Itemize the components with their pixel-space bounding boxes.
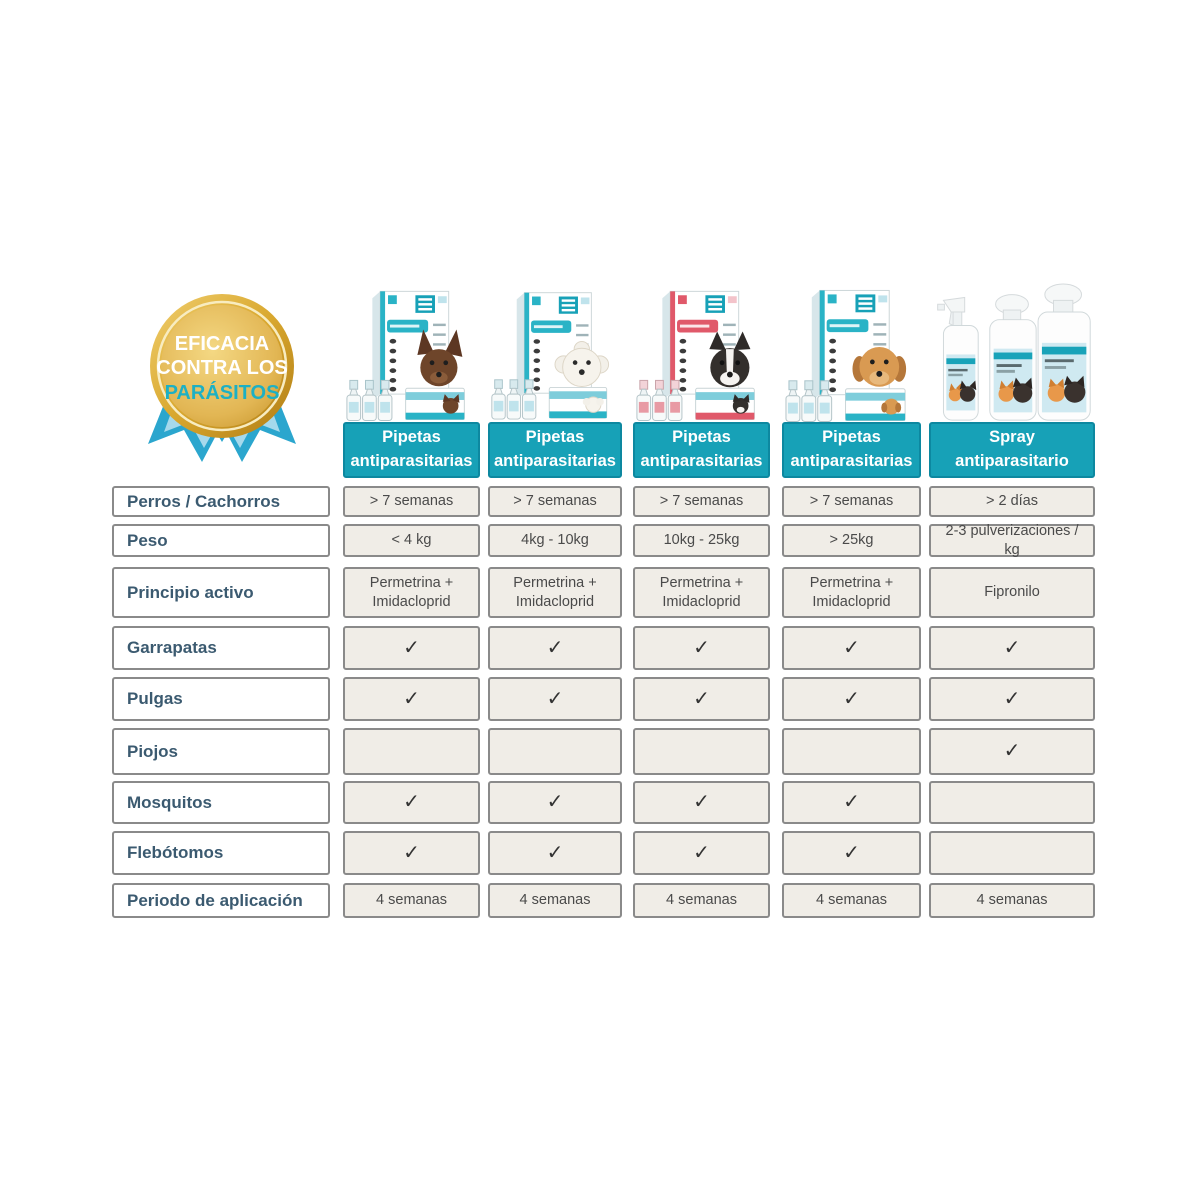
table-header-row: Pipetas antiparasitarias Pipetas antipar… (112, 422, 1095, 478)
product-image-pipetas-golden-retriever (782, 283, 921, 423)
table-row-periodo-aplicacion: Periodo de aplicación 4 semanas 4 semana… (112, 883, 1095, 918)
column-header-pipetas-4: Pipetas antiparasitarias (782, 422, 921, 478)
checkmark-cell: ✓ (488, 831, 622, 875)
row-label: Mosquitos (112, 781, 330, 824)
checkmark-cell: ✓ (929, 626, 1095, 670)
row-label: Peso (112, 524, 330, 557)
table-cell: Permetrina + Imidacloprid (343, 567, 480, 618)
column-header-pipetas-3: Pipetas antiparasitarias (633, 422, 770, 478)
table-cell: Permetrina + Imidacloprid (488, 567, 622, 618)
table-cell: > 25kg (782, 524, 921, 557)
badge-medal-icon (150, 294, 294, 438)
table-cell: 4 semanas (782, 883, 921, 918)
checkmark-cell: ✓ (929, 728, 1095, 775)
table-row-principio-activo: Principio activo Permetrina + Imidaclopr… (112, 567, 1095, 618)
table-cell: 4kg - 10kg (488, 524, 622, 557)
table-row-garrapatas: Garrapatas ✓ ✓ ✓ ✓ ✓ (112, 626, 1095, 670)
badge-line-1: EFICACIA (175, 333, 269, 355)
checkmark-cell: ✓ (782, 781, 921, 824)
checkmark-cell (929, 831, 1095, 875)
pipette-vials-icon (346, 379, 393, 422)
table-cell: Permetrina + Imidacloprid (782, 567, 921, 618)
table-row-pulgas: Pulgas ✓ ✓ ✓ ✓ ✓ (112, 677, 1095, 721)
column-header-spray: Spray antiparasitario (929, 422, 1095, 478)
row-label: Principio activo (112, 567, 330, 618)
pipette-box-chihuahua-icon (346, 290, 465, 422)
spray-bottles-icon (937, 283, 1091, 421)
table-row-peso: Peso < 4 kg 4kg - 10kg 10kg - 25kg > 25k… (112, 523, 1095, 558)
checkmark-cell: ✓ (633, 677, 770, 721)
row-label: Garrapatas (112, 626, 330, 670)
checkmark-cell: ✓ (782, 831, 921, 875)
checkmark-cell: ✓ (633, 781, 770, 824)
checkmark-cell: ✓ (343, 781, 480, 824)
table-cell: Fipronilo (929, 567, 1095, 618)
row-label: Pulgas (112, 677, 330, 721)
checkmark-cell: ✓ (488, 626, 622, 670)
checkmark-cell: ✓ (633, 626, 770, 670)
product-image-pipetas-chihuahua (343, 283, 480, 423)
table-cell: > 7 semanas (633, 486, 770, 517)
checkmark-cell: ✓ (488, 781, 622, 824)
table-cell: 4 semanas (633, 883, 770, 918)
chihuahua-head-icon (417, 329, 463, 387)
pipette-box-maltese-icon (491, 292, 610, 420)
table-cell: > 2 días (929, 486, 1095, 517)
table-cell: > 7 semanas (343, 486, 480, 517)
row-label: Periodo de aplicación (112, 883, 330, 918)
table-cell: 10kg - 25kg (633, 524, 770, 557)
checkmark-cell: ✓ (782, 677, 921, 721)
checkmark-cell (929, 781, 1095, 824)
checkmark-cell (782, 728, 921, 775)
spray-bottle-small-icon (937, 296, 979, 421)
golden-retriever-head-icon (852, 347, 907, 387)
checkmark-cell: ✓ (929, 677, 1095, 721)
pipette-vials-icon (491, 379, 537, 420)
table-row-perros-cachorros: Perros / Cachorros > 7 semanas > 7 seman… (112, 486, 1095, 517)
checkmark-cell: ✓ (488, 677, 622, 721)
table-cell: Permetrina + Imidacloprid (633, 567, 770, 618)
table-cell: > 7 semanas (782, 486, 921, 517)
checkmark-cell (488, 728, 622, 775)
row-label: Flebótomos (112, 831, 330, 875)
checkmark-cell: ✓ (633, 831, 770, 875)
checkmark-cell (633, 728, 770, 775)
row-label: Piojos (112, 728, 330, 775)
badge-line-2: CONTRA LOS (156, 357, 287, 379)
pipette-box-golden-retriever-icon (785, 289, 907, 423)
pipette-vials-icon (785, 380, 833, 423)
badge-line-3: PARÁSITOS (165, 381, 280, 404)
table-cell: > 7 semanas (488, 486, 622, 517)
pipette-box-border-collie-icon (636, 290, 755, 422)
table-cell: 2-3 pulverizaciones / kg (929, 523, 1095, 558)
table-row-mosquitos: Mosquitos ✓ ✓ ✓ ✓ (112, 781, 1095, 824)
pipette-vials-icon (636, 379, 683, 422)
checkmark-cell (343, 728, 480, 775)
efficacy-badge: EFICACIA CONTRA LOS PARÁSITOS (122, 272, 322, 468)
row-label: Perros / Cachorros (112, 486, 330, 517)
maltese-head-icon (554, 341, 610, 387)
table-cell: < 4 kg (343, 524, 480, 557)
table-row-flebotomos: Flebótomos ✓ ✓ ✓ ✓ (112, 831, 1095, 875)
table-cell: 4 semanas (929, 883, 1095, 918)
efficacy-badge-graphic: EFICACIA CONTRA LOS PARÁSITOS (148, 294, 296, 462)
product-image-pipetas-maltese (488, 283, 622, 423)
spray-bottle-large-icon (1037, 283, 1091, 421)
table-row-piojos: Piojos ✓ (112, 728, 1095, 775)
checkmark-cell: ✓ (343, 626, 480, 670)
product-image-spray (929, 283, 1095, 423)
border-collie-head-icon (709, 331, 751, 388)
column-header-pipetas-1: Pipetas antiparasitarias (343, 422, 480, 478)
product-image-pipetas-border-collie (633, 283, 770, 423)
checkmark-cell: ✓ (782, 626, 921, 670)
checkmark-cell: ✓ (343, 677, 480, 721)
checkmark-cell: ✓ (343, 831, 480, 875)
column-header-pipetas-2: Pipetas antiparasitarias (488, 422, 622, 478)
table-cell: 4 semanas (488, 883, 622, 918)
spray-bottle-medium-icon (989, 294, 1037, 421)
table-cell: 4 semanas (343, 883, 480, 918)
